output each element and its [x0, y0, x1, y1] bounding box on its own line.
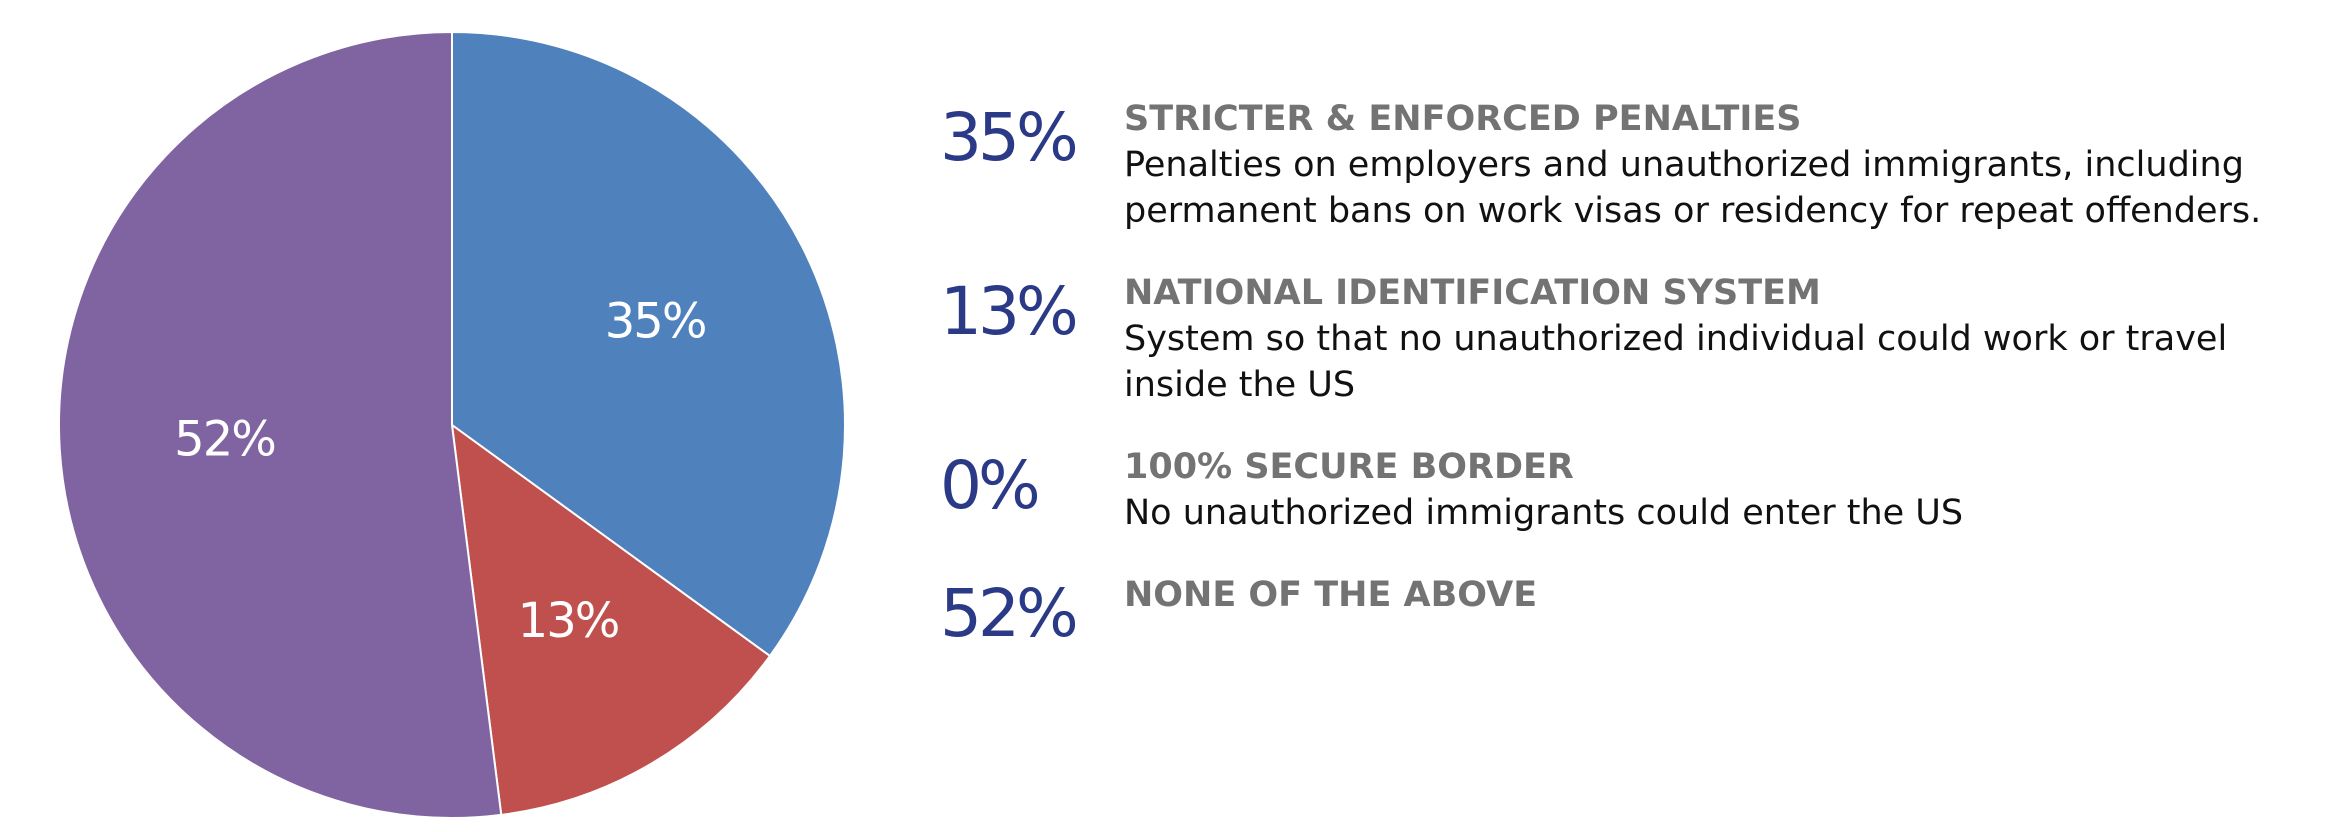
- legend-title: NONE OF THE ABOVE: [1124, 575, 1538, 615]
- legend-percent: 0%: [940, 447, 1041, 524]
- pie-slice-national-identification-system: [450, 422, 772, 817]
- pie-slice-label: 35%: [605, 294, 706, 350]
- pie-chart: 35% 13% 52%: [58, 30, 846, 819]
- legend-item-none-of-the-above: 52% NONE OF THE ABOVE: [940, 572, 2330, 652]
- pie-slice-stricter-enforced-penalties: [451, 30, 846, 658]
- legend: 35% STRICTER & ENFORCED PENALTIES Penalt…: [940, 96, 2330, 684]
- legend-description: Penalties on employers and unauthorized …: [1124, 145, 2262, 231]
- legend-item-national-id: 13% NATIONAL IDENTIFICATION SYSTEM Syste…: [940, 270, 2330, 408]
- legend-title: NATIONAL IDENTIFICATION SYSTEM: [1124, 273, 1821, 313]
- legend-percent: 35%: [940, 99, 1079, 176]
- pie-slices: [58, 30, 846, 819]
- pie-slice-label: 13%: [518, 593, 619, 649]
- legend-item-secure-border: 0% 100% SECURE BORDER No unauthorized im…: [940, 444, 2330, 536]
- pie-labels: 35% 13% 52%: [174, 294, 707, 650]
- legend-percent: 52%: [940, 575, 1079, 652]
- legend-title: STRICTER & ENFORCED PENALTIES: [1124, 99, 1802, 139]
- legend-item-stricter-penalties: 35% STRICTER & ENFORCED PENALTIES Penalt…: [940, 96, 2330, 234]
- legend-title: 100% SECURE BORDER: [1124, 447, 1574, 487]
- pie-slice-label: 52%: [174, 411, 275, 467]
- legend-percent: 13%: [940, 273, 1079, 350]
- legend-description: No unauthorized immigrants could enter t…: [1124, 493, 1964, 533]
- legend-description: System so that no unauthorized individua…: [1124, 319, 2228, 405]
- pie-slice-none-of-the-above: [58, 30, 503, 819]
